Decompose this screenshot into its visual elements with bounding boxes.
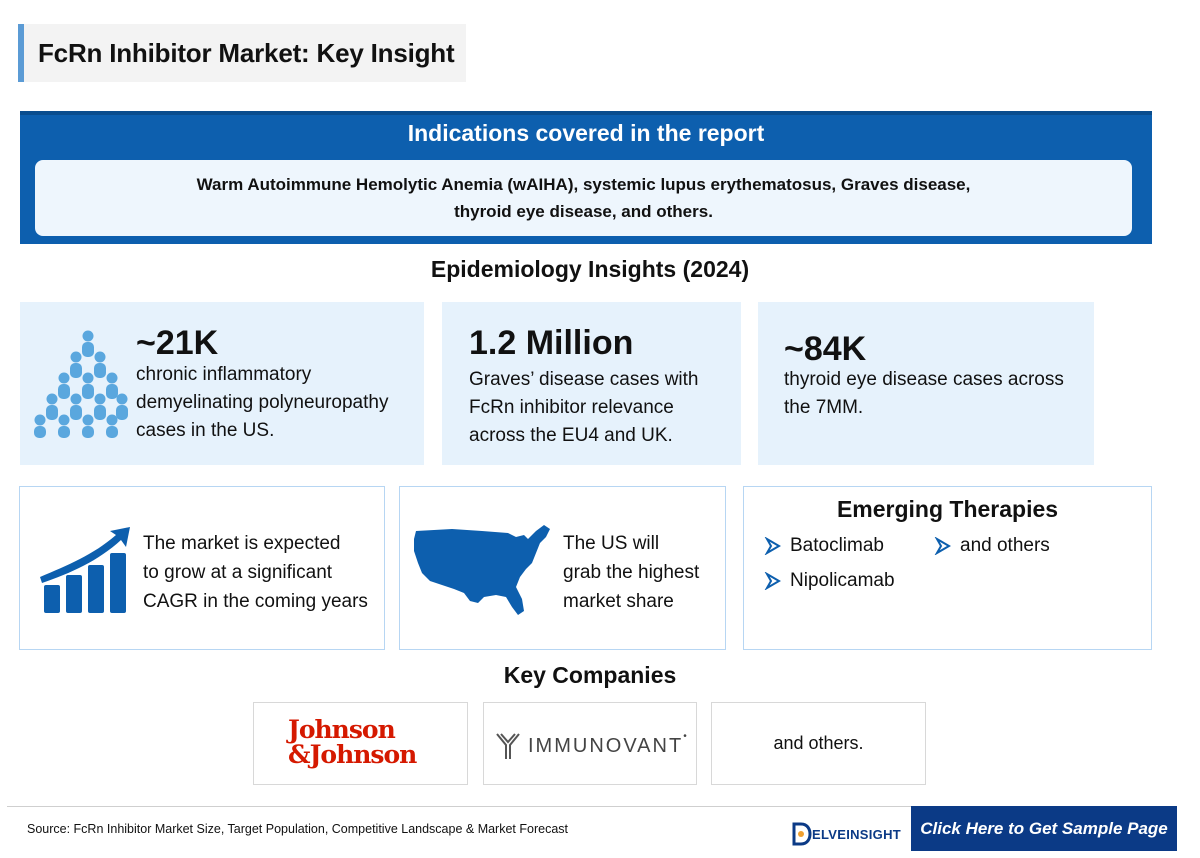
chevron-right-icon [764,537,781,555]
us-map-icon [414,525,550,615]
page-title: FcRn Inhibitor Market: Key Insight [38,37,455,68]
epi-value-graves: 1.2 Million [469,324,634,362]
indications-line-1: Warm Autoimmune Hemolytic Anemia (wAIHA)… [196,175,971,194]
companies-others-text: and others. [773,733,864,753]
growth-text: The market is expected to grow at a sign… [143,533,368,612]
delveinsight-logo: ELVEINSIGHT [792,822,901,846]
therapy-item: Batoclimab [764,535,884,557]
immunovant-logo: IMMUNOVANT • [494,731,687,761]
epi-card-ted: ~84K thyroid eye disease cases across th… [758,302,1094,465]
cta-label: Click Here to Get Sample Page [920,818,1168,838]
jj-logo: Johnson &Johnson [288,715,417,769]
source-note: Source: FcRn Inhibitor Market Size, Targ… [27,822,568,836]
company-johnson-and-johnson: Johnson &Johnson [253,702,468,785]
chevron-right-icon [934,537,951,555]
therapy-item: and others [934,535,1050,557]
epi-desc-graves: Graves’ disease cases with FcRn inhibito… [469,369,699,446]
indications-list: Warm Autoimmune Hemolytic Anemia (wAIHA)… [35,160,1132,236]
delveinsight-d-icon [792,822,812,846]
therapies-heading: Emerging Therapies [836,496,1059,522]
antibody-icon [496,733,520,759]
population-icon [34,330,128,438]
epi-value-ted: ~84K [784,330,867,368]
company-immunovant: IMMUNOVANT • [483,702,697,785]
epi-card-graves: 1.2 Million Graves’ disease cases with F… [442,302,741,465]
emerging-therapies-card: Emerging Therapies Batoclimab Nipolicama… [743,486,1152,650]
indications-panel: Indications covered in the report Warm A… [20,111,1152,244]
epi-value-cidp: ~21K [136,324,219,362]
get-sample-page-button[interactable]: Click Here to Get Sample Page [911,806,1177,851]
epi-desc-ted: thyroid eye disease cases across the 7MM… [784,369,1064,418]
chevron-right-icon [764,572,781,590]
indications-line-2: thyroid eye disease, and others. [454,202,713,221]
growth-card: The market is expected to grow at a sign… [19,486,385,650]
footer-divider [7,806,1177,807]
delveinsight-wordmark: ELVEINSIGHT [812,826,902,842]
companies-heading: Key Companies [503,662,677,688]
indications-heading: Indications covered in the report [407,120,765,146]
company-others: and others. [711,702,926,785]
us-market-text: The US will grab the highest market shar… [563,533,700,612]
page-title-box: FcRn Inhibitor Market: Key Insight [18,24,466,82]
growth-chart-icon [40,527,130,613]
epi-desc-cidp: chronic inflammatory demyelinating polyn… [136,364,389,441]
epi-card-cidp: ~21K chronic inflammatory demyelinating … [20,302,424,465]
us-market-card: The US will grab the highest market shar… [399,486,726,650]
epidemiology-heading: Epidemiology Insights (2024) [430,256,750,282]
therapy-item: Nipolicamab [764,570,895,592]
